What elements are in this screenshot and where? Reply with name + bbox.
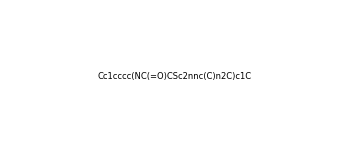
Text: Cc1cccc(NC(=O)CSc2nnc(C)n2C)c1C: Cc1cccc(NC(=O)CSc2nnc(C)n2C)c1C	[98, 73, 252, 81]
